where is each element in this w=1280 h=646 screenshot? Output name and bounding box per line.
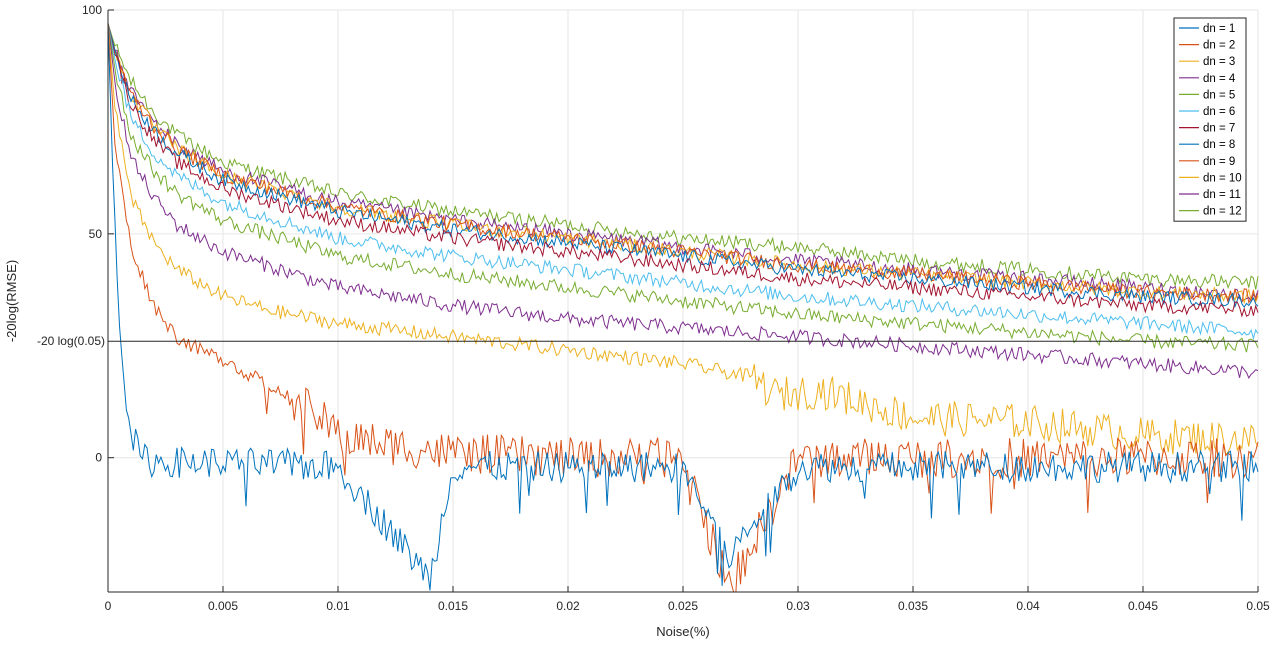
legend-label: dn = 4	[1203, 73, 1236, 85]
series-line	[107, 23, 1259, 379]
x-tick-label: 0.025	[668, 599, 698, 613]
x-tick-label: 0.05	[1246, 599, 1270, 613]
x-axis-label: Noise(%)	[656, 624, 709, 639]
series-line	[107, 23, 1259, 290]
grid-lines	[107, 9, 1259, 592]
legend-label: dn = 9	[1203, 156, 1235, 168]
legend-label: dn = 2	[1203, 40, 1235, 52]
legend-label: dn = 3	[1203, 56, 1235, 68]
series-line	[107, 23, 1259, 305]
y-axis-label: -20log(RMSE)	[4, 260, 19, 342]
x-tick-label: 0.035	[898, 599, 928, 613]
legend: dn = 1 dn = 2 dn = 3 dn = 4 dn = 5 dn = 6 dn =…	[1173, 17, 1247, 222]
legend-label: dn = 10	[1203, 172, 1242, 184]
tick-labels: 0 0.005 0.01 0.015 0.02 0.025 0.03 0.035 0.04 0.0…	[82, 3, 1270, 613]
x-tick-label: 0.015	[438, 599, 468, 613]
legend-label: dn = 8	[1203, 139, 1235, 151]
series-line	[107, 23, 1259, 341]
reference-line-label: -20 log(0.05)	[37, 334, 105, 348]
series-line	[107, 23, 1259, 593]
series-layer	[107, 23, 1259, 593]
x-tick-label: 0.02	[556, 599, 580, 613]
series-line	[107, 23, 1259, 303]
legend-label: dn = 5	[1203, 89, 1235, 101]
series-line	[107, 23, 1259, 457]
x-tick-label: 0.005	[208, 599, 238, 613]
series-line	[107, 23, 1259, 309]
legend-label: dn = 1	[1203, 23, 1235, 35]
series-line	[107, 23, 1259, 353]
legend-label: dn = 12	[1203, 206, 1242, 218]
series-line	[107, 23, 1259, 318]
legend-box	[1173, 17, 1247, 222]
legend-label: dn = 6	[1203, 106, 1235, 118]
x-tick-label: 0.045	[1128, 599, 1158, 613]
x-tick-label: 0.04	[1016, 599, 1040, 613]
x-tick-label: 0	[105, 599, 112, 613]
legend-label: dn = 11	[1203, 189, 1241, 201]
x-tick-label: 0.03	[786, 599, 810, 613]
series-line	[107, 23, 1259, 591]
y-tick-label: 0	[95, 451, 102, 465]
x-tick-label: 0.01	[326, 599, 350, 613]
y-tick-label: 50	[89, 227, 103, 241]
legend-label: dn = 7	[1203, 123, 1235, 135]
y-tick-label: 100	[82, 3, 102, 17]
